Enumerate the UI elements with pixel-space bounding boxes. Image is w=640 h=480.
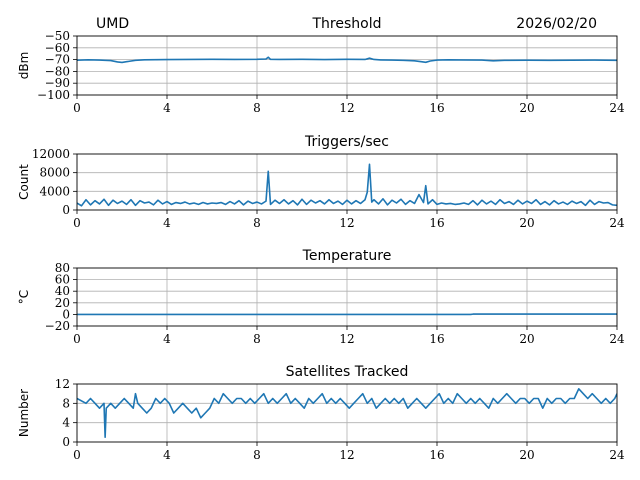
- x-tick-label: 0: [73, 216, 81, 230]
- chart-title: Satellites Tracked: [286, 364, 409, 380]
- y-tick-label: 0: [62, 203, 70, 217]
- x-tick-label: 16: [429, 216, 444, 230]
- panel-1: 0 4 8 12 16 20 24 −100−90−80−70−60−50 Threshold d…: [17, 16, 625, 115]
- y-tick-label: −90: [45, 76, 70, 90]
- y-tick-label: 20: [55, 296, 70, 310]
- chart-title: Triggers/sec: [304, 134, 389, 150]
- x-tick-label: 20: [519, 101, 534, 115]
- x-tick-label: 16: [429, 101, 444, 115]
- x-tick-label: 8: [253, 216, 261, 230]
- x-tick-label: 24: [609, 101, 625, 115]
- site-label: UMD: [96, 16, 129, 32]
- y-tick-label: −70: [45, 53, 70, 67]
- series-line-1: [77, 56, 617, 64]
- y-tick-label: 0: [62, 307, 70, 321]
- y-tick-label: 12: [55, 377, 70, 391]
- series-line-1: [77, 388, 617, 438]
- x-tick-label: 24: [609, 216, 625, 230]
- x-tick-label: 12: [339, 332, 354, 346]
- x-tick-label: 8: [253, 101, 261, 115]
- y-axis-label: Count: [17, 164, 31, 200]
- x-tick-label: 24: [609, 332, 625, 346]
- x-tick-label: 4: [163, 101, 171, 115]
- x-tick-label: 4: [163, 448, 171, 462]
- y-tick-label: 4000: [39, 184, 70, 198]
- series-line-1: [77, 163, 617, 207]
- x-tick-label: 0: [73, 448, 81, 462]
- y-tick-label: 8: [62, 396, 70, 410]
- y-axis-label: °C: [17, 290, 31, 304]
- x-tick-label: 16: [429, 448, 444, 462]
- y-tick-label: 0: [62, 435, 70, 449]
- date-label: 2026/02/20: [516, 16, 597, 32]
- x-tick-label: 20: [519, 216, 534, 230]
- x-tick-label: 0: [73, 101, 81, 115]
- y-axis-label: Number: [17, 389, 31, 437]
- chart-title: Threshold: [312, 16, 382, 32]
- x-tick-label: 12: [339, 448, 354, 462]
- x-tick-label: 16: [429, 332, 444, 346]
- y-tick-label: 80: [55, 261, 70, 275]
- x-tick-label: 12: [339, 216, 354, 230]
- x-tick-label: 8: [253, 332, 261, 346]
- x-tick-label: 20: [519, 332, 534, 346]
- chart-title: Temperature: [302, 248, 392, 264]
- x-tick-label: 24: [609, 448, 625, 462]
- panel-2: 0 4 8 12 16 20 24 0 4000 8000 12000 Triggers/sec Cou…: [17, 134, 625, 230]
- y-tick-label: 40: [55, 284, 70, 298]
- x-tick-label: 8: [253, 448, 261, 462]
- x-tick-label: 0: [73, 332, 81, 346]
- y-tick-label: 60: [55, 273, 70, 287]
- y-tick-label: 4: [62, 416, 70, 430]
- y-axis-label: dBm: [17, 52, 31, 80]
- y-tick-label: 8000: [39, 166, 70, 180]
- x-tick-label: 20: [519, 448, 534, 462]
- x-tick-label: 4: [163, 216, 171, 230]
- y-tick-label: −100: [37, 88, 70, 102]
- panel-4: 0 4 8 12 16 20 24 0 4 8 12 Satellites Tracked Number: [17, 364, 625, 462]
- y-tick-label: −20: [45, 319, 70, 333]
- y-tick-label: −60: [45, 41, 70, 55]
- y-tick-label: −50: [45, 29, 70, 43]
- x-tick-label: 12: [339, 101, 354, 115]
- x-tick-label: 4: [163, 332, 171, 346]
- y-tick-label: 12000: [32, 147, 70, 161]
- y-tick-label: −80: [45, 64, 70, 78]
